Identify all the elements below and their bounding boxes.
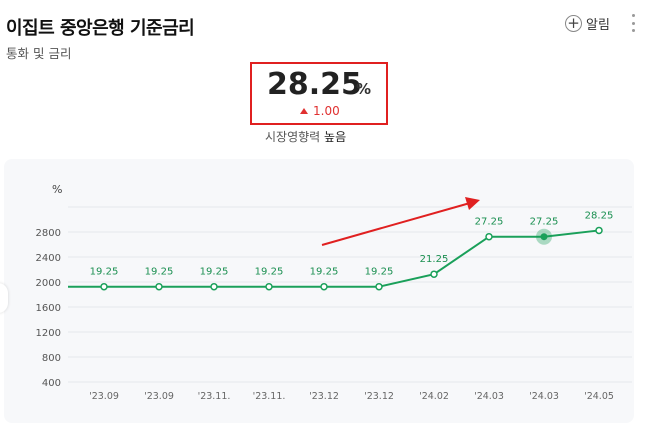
x-tick-label: '24.03 — [529, 391, 559, 402]
data-label: 19.25 — [90, 267, 119, 278]
market-impact: 시장영향력 높음 — [265, 128, 346, 145]
category-label: 통화 및 금리 — [6, 46, 72, 61]
data-point[interactable] — [375, 282, 383, 291]
data-point[interactable] — [430, 270, 438, 278]
data-label: 19.25 — [145, 267, 174, 278]
x-tick-label: '23.12 — [309, 391, 339, 402]
chart-grid — [68, 206, 632, 383]
alarm-label: 알림 — [586, 18, 610, 33]
rate-change-value: 1.00 — [313, 104, 340, 118]
x-tick-label: '24.03 — [474, 391, 504, 402]
x-tick-label: '24.02 — [419, 391, 449, 402]
y-tick-label: 2800 — [36, 228, 61, 239]
rate-value: 28.25 — [267, 67, 362, 102]
data-labels: 19.25 19.25 19.25 19.25 19.25 19.25 21.25 27.25… — [90, 210, 614, 277]
rate-unit: % — [356, 80, 372, 98]
data-label: 27.25 — [530, 217, 559, 228]
arrow-up-icon — [300, 108, 308, 114]
data-label: 19.25 — [200, 267, 229, 278]
data-point[interactable] — [155, 282, 163, 291]
data-point[interactable] — [595, 226, 603, 235]
data-point[interactable] — [485, 232, 493, 241]
more-options-icon[interactable] — [630, 14, 636, 32]
data-point-highlight[interactable] — [540, 233, 548, 241]
x-tick-label: '23.11. — [253, 391, 286, 402]
page-title: 이집트 중앙은행 기준금리 — [6, 18, 195, 39]
x-axis-ticks: '23.09 '23.09 '23.11. '23.11. '23.12 '23.12 '2… — [89, 391, 614, 402]
y-axis-ticks: 400 800 1200 1600 2000 2400 2800 — [36, 228, 61, 389]
series-line — [68, 229, 600, 288]
current-rate-box: 28.25 % 1.00 — [250, 62, 388, 125]
data-point[interactable] — [265, 282, 273, 291]
data-point[interactable] — [100, 282, 108, 291]
x-tick-label: '23.09 — [144, 391, 174, 402]
data-label: 19.25 — [310, 267, 339, 278]
data-label: 19.25 — [255, 267, 284, 278]
alarm-button[interactable]: + 알림 — [565, 14, 610, 33]
data-label: 21.25 — [420, 254, 449, 265]
data-point[interactable] — [320, 282, 328, 291]
data-label: 28.25 — [585, 210, 614, 221]
data-label: 19.25 — [365, 267, 394, 278]
impact-label: 시장영향력 — [265, 130, 321, 144]
y-tick-label: 1600 — [36, 303, 61, 314]
data-point[interactable] — [210, 282, 218, 291]
x-tick-label: '23.12 — [364, 391, 394, 402]
y-tick-label: 2400 — [36, 253, 61, 264]
data-label: 27.25 — [475, 217, 504, 228]
plus-icon: + — [565, 15, 582, 32]
chart-panel — [4, 159, 634, 423]
x-tick-label: '23.11. — [198, 391, 231, 402]
x-tick-label: '24.05 — [584, 391, 614, 402]
y-tick-label: 800 — [42, 353, 61, 364]
data-points — [100, 226, 603, 291]
scroll-left-handle[interactable] — [0, 283, 8, 313]
y-axis-unit: % — [52, 183, 62, 196]
impact-level: 높음 — [324, 130, 347, 144]
y-tick-label: 2000 — [36, 278, 61, 289]
y-tick-label: 400 — [42, 378, 61, 389]
rate-change: 1.00 — [300, 104, 340, 118]
y-tick-label: 1200 — [36, 328, 61, 339]
x-tick-label: '23.09 — [89, 391, 119, 402]
trend-arrow — [321, 197, 480, 246]
